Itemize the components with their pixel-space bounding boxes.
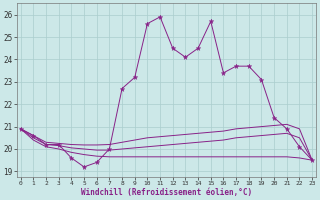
X-axis label: Windchill (Refroidissement éolien,°C): Windchill (Refroidissement éolien,°C) — [81, 188, 252, 197]
